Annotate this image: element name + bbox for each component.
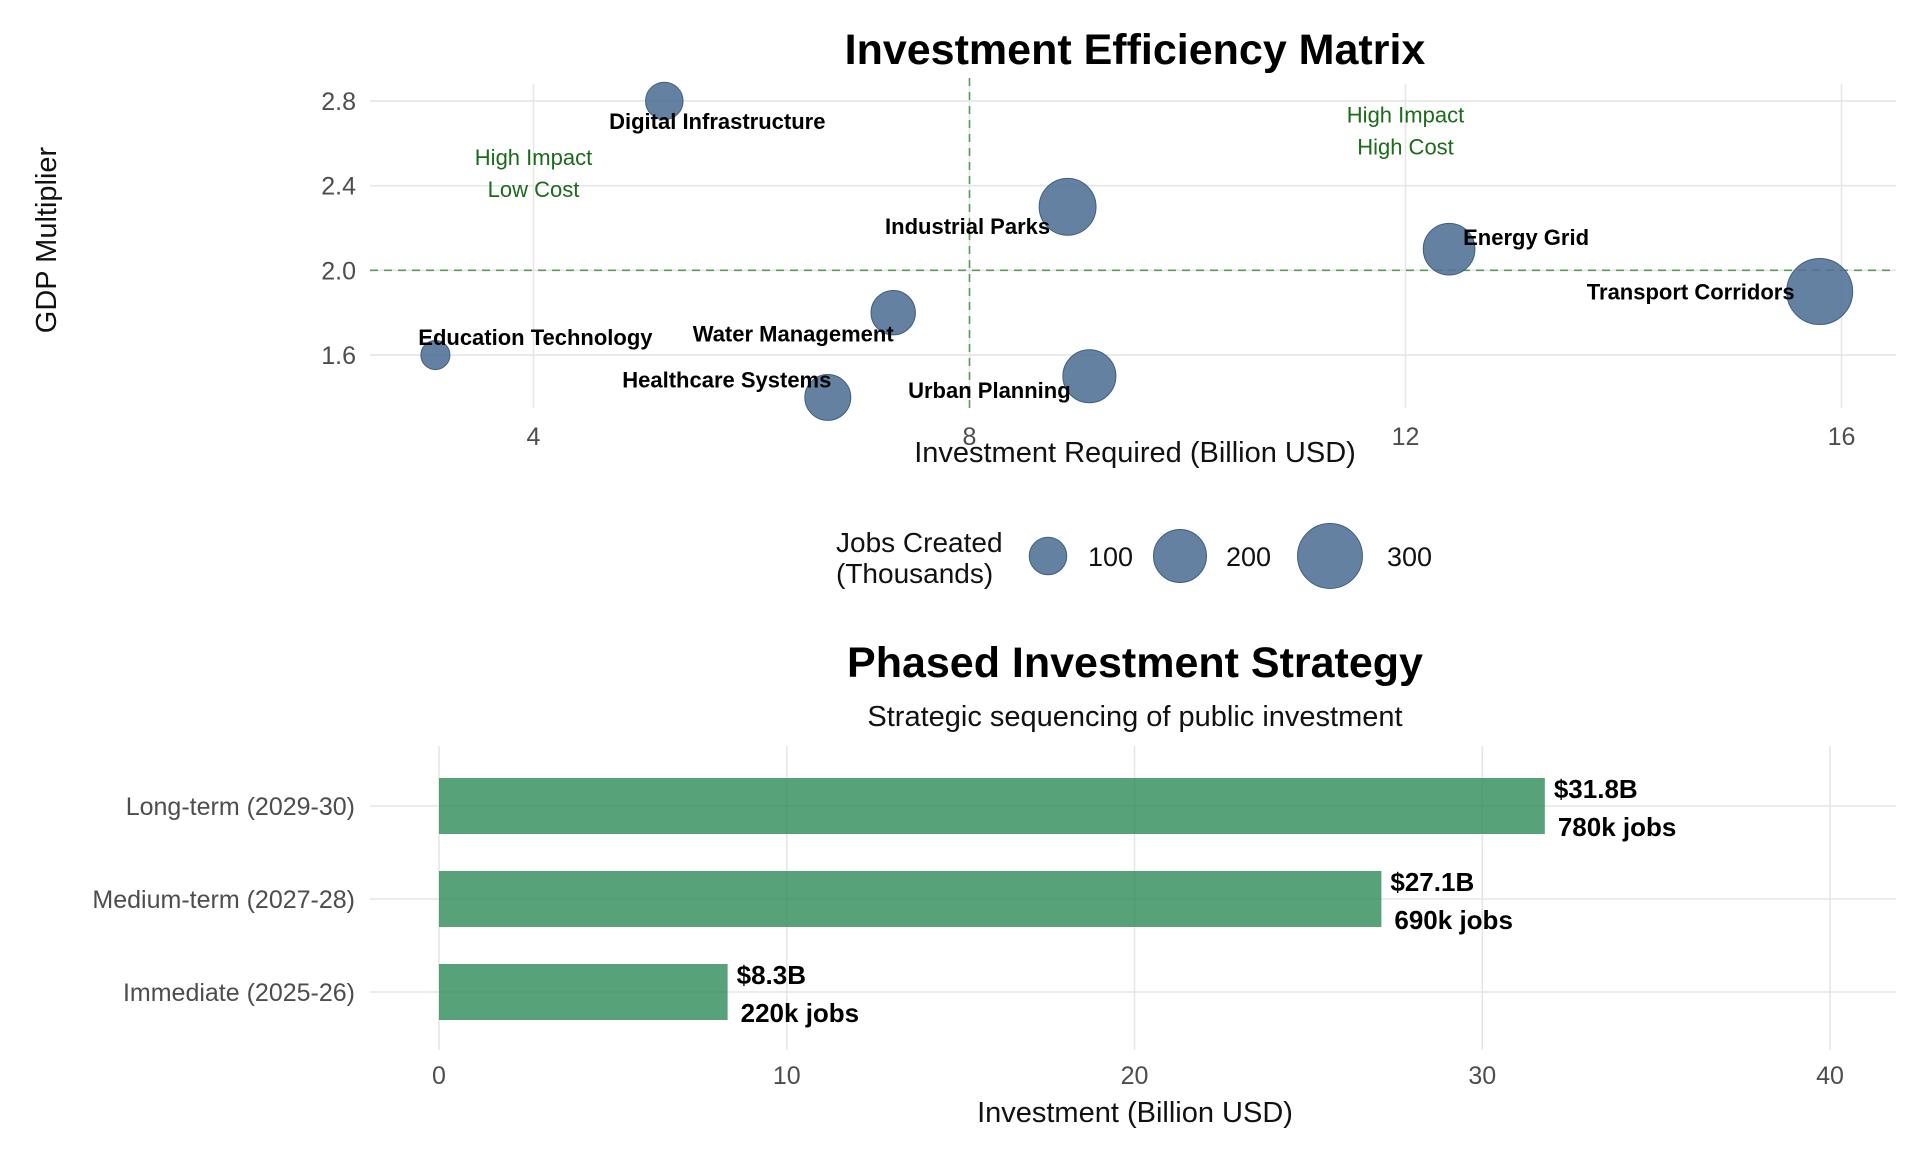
quadrant-annotation-line: High Impact: [475, 145, 592, 170]
scatter-y-tick-label: 2.8: [321, 88, 356, 116]
quadrant-annotation-line: Low Cost: [488, 177, 580, 202]
scatter-y-tick-label: 1.6: [321, 342, 356, 370]
scatter-y-tick-label: 2.4: [321, 173, 356, 201]
scatter-tick-labels: 4 8 12 16 1.6 2.0 2.4 2.8: [321, 88, 1855, 451]
quadrant-annotation-line: High Cost: [1357, 134, 1454, 159]
jobs-size-legend: Jobs Created (Thousands) 100 200 300: [836, 523, 1432, 589]
bar-category-label: Medium-term (2027-28): [92, 886, 355, 914]
scatter-x-tick-label: 12: [1392, 423, 1420, 451]
label-education-technology: Education Technology: [418, 325, 653, 350]
bar-x-tick-label: 0: [432, 1062, 446, 1090]
quadrant-annotation-line: High Impact: [1347, 102, 1464, 127]
quadrant-annotations: High Impact Low Cost High Impact High Cost: [475, 102, 1464, 201]
label-water-management: Water Management: [693, 322, 895, 347]
bar-x-tick-label: 40: [1816, 1062, 1844, 1090]
bar-chart-title: Phased Investment Strategy: [847, 639, 1423, 687]
scatter-points: [420, 81, 1854, 421]
legend-bubble-100: [1028, 536, 1068, 576]
point-transport-corridors: [1786, 258, 1854, 326]
bar-x-tick-label: 20: [1121, 1062, 1149, 1090]
bar-x-tick-label: 10: [773, 1062, 801, 1090]
scatter-x-tick-label: 8: [963, 423, 977, 451]
bar-long-term-2029-30: [439, 778, 1545, 834]
scatter-reference-lines: [370, 78, 1896, 408]
bar-category-label: Long-term (2029-30): [126, 793, 355, 821]
scatter-grid: [370, 84, 1896, 408]
label-healthcare-systems: Healthcare Systems: [622, 367, 831, 392]
scatter-x-axis-title: Investment Required (Billion USD): [914, 437, 1356, 469]
legend-items: 100 200 300: [1028, 523, 1432, 589]
bar-jobs-label: 220k jobs: [741, 998, 860, 1028]
scatter-x-tick-label: 16: [1828, 423, 1856, 451]
scatter-point-labels: Digital Infrastructure Industrial Parks En…: [418, 109, 1794, 403]
bar-x-axis-title: Investment (Billion USD): [977, 1097, 1293, 1129]
point-urban-planning: [1062, 349, 1117, 404]
scatter-y-tick-label: 2.0: [321, 257, 356, 285]
label-energy-grid: Energy Grid: [1463, 225, 1589, 250]
bar-jobs-label: 690k jobs: [1394, 905, 1513, 935]
investment-efficiency-chart: Investment Efficiency Matrix 4 8 12 16 1.6 2.…: [31, 26, 1896, 469]
point-energy-grid: [1422, 222, 1476, 276]
bar-jobs-label: 780k jobs: [1558, 812, 1677, 842]
bar-marks: [439, 778, 1545, 1020]
bar-data-labels: $31.8B 780k jobs $27.1B 690k jobs $8.3B 220k …: [737, 774, 1677, 1028]
bar-tick-labels: 0 10 20 30 40 Long-term (2029-30) Medium-term …: [92, 793, 1844, 1090]
label-transport-corridors: Transport Corridors: [1587, 280, 1795, 305]
legend-title-line-2: (Thousands): [836, 558, 993, 589]
scatter-y-axis-title: GDP Multiplier: [31, 146, 63, 333]
bar-category-label: Immediate (2025-26): [123, 979, 355, 1007]
legend-bubble-300: [1297, 523, 1363, 589]
scatter-x-tick-label: 4: [527, 423, 541, 451]
label-industrial-parks: Industrial Parks: [885, 214, 1050, 239]
legend-title-line-1: Jobs Created: [836, 527, 1003, 558]
bar-immediate-2025-26: [439, 964, 728, 1020]
label-digital-infrastructure: Digital Infrastructure: [609, 109, 825, 134]
bar-x-tick-label: 30: [1468, 1062, 1496, 1090]
legend-label-100: 100: [1088, 542, 1133, 572]
bar-value-label: $8.3B: [737, 960, 806, 990]
label-urban-planning: Urban Planning: [908, 378, 1071, 403]
point-industrial-parks: [1038, 177, 1097, 236]
point-water-management: [870, 290, 916, 336]
legend-label-300: 300: [1387, 542, 1432, 572]
bar-value-label: $27.1B: [1390, 867, 1474, 897]
legend-bubble-200: [1152, 528, 1208, 584]
point-digital-infrastructure: [645, 81, 684, 121]
scatter-title: Investment Efficiency Matrix: [845, 26, 1426, 74]
phased-investment-chart: Phased Investment Strategy Strategic seq…: [92, 639, 1896, 1129]
bar-medium-term-2027-28: [439, 871, 1382, 927]
legend-label-200: 200: [1226, 542, 1271, 572]
bar-chart-subtitle: Strategic sequencing of public investmen…: [867, 701, 1402, 733]
bar-value-label: $31.8B: [1554, 774, 1638, 804]
point-education-technology: [420, 340, 451, 371]
point-healthcare-systems: [804, 373, 852, 421]
